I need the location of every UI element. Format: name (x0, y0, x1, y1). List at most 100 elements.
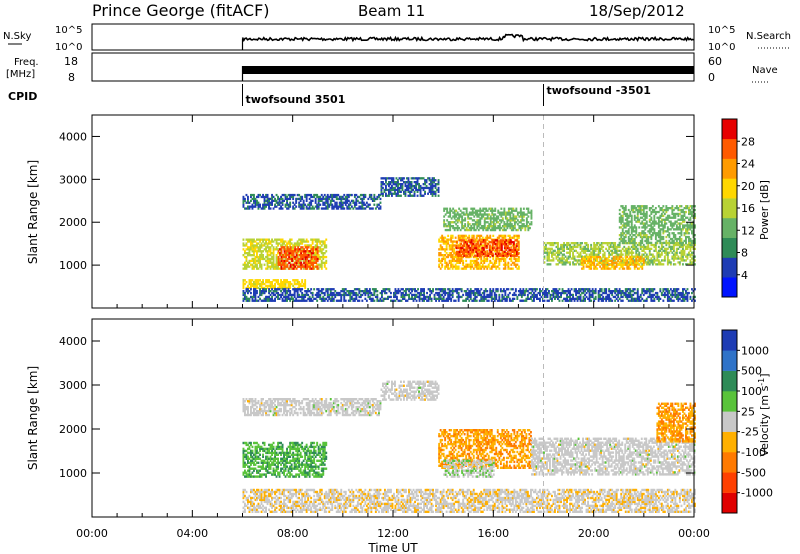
heat-cell (313, 257, 316, 261)
heat-cell (462, 211, 465, 214)
heat-cell (308, 255, 311, 259)
heat-cell (487, 299, 490, 302)
heat-cell (253, 205, 255, 208)
heat-cell (362, 201, 365, 204)
heat-cell (596, 259, 599, 263)
heat-cell (489, 261, 492, 264)
heat-cell (367, 203, 370, 206)
heat-cell (620, 226, 623, 229)
heat-cell (304, 281, 307, 284)
heat-cell (672, 224, 675, 227)
heat-cell (242, 242, 245, 245)
heat-cell (456, 267, 459, 270)
heat-cell (587, 249, 589, 252)
heat-cell (461, 219, 464, 222)
heat-cell (461, 217, 464, 220)
heat-cell (482, 226, 485, 230)
heat-cell (290, 282, 293, 286)
heat-cell (657, 249, 660, 252)
heat-cell (639, 255, 642, 259)
heat-cell (403, 181, 405, 184)
heat-cell (596, 255, 599, 259)
heat-cell (475, 243, 478, 246)
heat-cell (467, 225, 470, 228)
heat-cell (409, 192, 411, 195)
heat-cell (513, 255, 516, 259)
heat-cell (242, 267, 245, 270)
heat-cell (422, 188, 425, 192)
heat-cell (460, 234, 463, 237)
heat-cell (247, 195, 249, 199)
heat-cell (650, 235, 653, 239)
heat-cell (287, 240, 290, 243)
heat-cell (626, 224, 629, 227)
heat-cell (410, 177, 413, 180)
heat-cell (263, 244, 266, 247)
heat-cell (304, 295, 307, 299)
heat-cell (496, 246, 499, 250)
heat-cell (567, 243, 570, 247)
heat-cell (514, 244, 517, 247)
heat-cell (460, 295, 463, 299)
heat-cell (248, 254, 251, 257)
heat-cell (340, 195, 343, 199)
heat-cell (288, 250, 291, 253)
heat-cell (552, 251, 555, 254)
heat-cell (250, 263, 252, 266)
heat-cell (430, 183, 432, 186)
heat-cell (494, 228, 497, 232)
heat-cell (623, 224, 626, 227)
heat-cell (304, 284, 307, 288)
heat-cell (466, 250, 469, 253)
heat-cell (466, 255, 469, 259)
heat-cell (644, 207, 647, 210)
heat-cell (316, 238, 319, 241)
heat-cell (606, 259, 609, 263)
heat-cell (370, 197, 373, 201)
heat-cell (579, 243, 582, 247)
heat-cell (689, 245, 692, 249)
heat-cell (282, 254, 284, 257)
heat-cell (530, 217, 533, 220)
heat-cell (284, 205, 287, 208)
heat-cell (596, 242, 599, 245)
heat-cell (473, 228, 476, 232)
heat-cell (344, 299, 347, 302)
heat-cell (468, 263, 471, 266)
heat-cell (496, 243, 499, 246)
heat-cell (289, 248, 292, 251)
heat-cell (254, 250, 257, 253)
heat-cell (268, 207, 270, 210)
heat-cell (282, 255, 284, 259)
heat-cell (630, 257, 633, 261)
heat-cell (630, 259, 633, 263)
heat-cell (426, 291, 428, 295)
heat-cell (608, 242, 611, 245)
heat-cell (558, 249, 561, 252)
heat-cell (694, 263, 696, 266)
heat-cell (677, 242, 680, 245)
heat-cell (456, 213, 459, 216)
heat-cell (489, 209, 492, 212)
heat-cell (242, 203, 245, 206)
heat-cell (483, 257, 486, 261)
heat-cell (627, 208, 630, 212)
heat-cell (256, 254, 258, 257)
heat-cell (561, 243, 564, 247)
heat-cell (468, 236, 471, 239)
heat-cell (453, 221, 456, 224)
freq-band (242, 66, 694, 74)
heat-cell (413, 186, 416, 190)
heat-cell (304, 240, 307, 243)
heat-cell (507, 207, 510, 210)
heat-cell (442, 254, 445, 257)
heat-cell (630, 216, 633, 219)
heat-cell (306, 257, 309, 261)
heat-cell (630, 228, 633, 231)
heat-cell (446, 209, 449, 212)
heat-cell (343, 197, 346, 201)
heat-cell (311, 195, 314, 199)
heat-cell (310, 257, 313, 261)
heat-cell (398, 190, 401, 193)
heat-cell (608, 245, 611, 249)
